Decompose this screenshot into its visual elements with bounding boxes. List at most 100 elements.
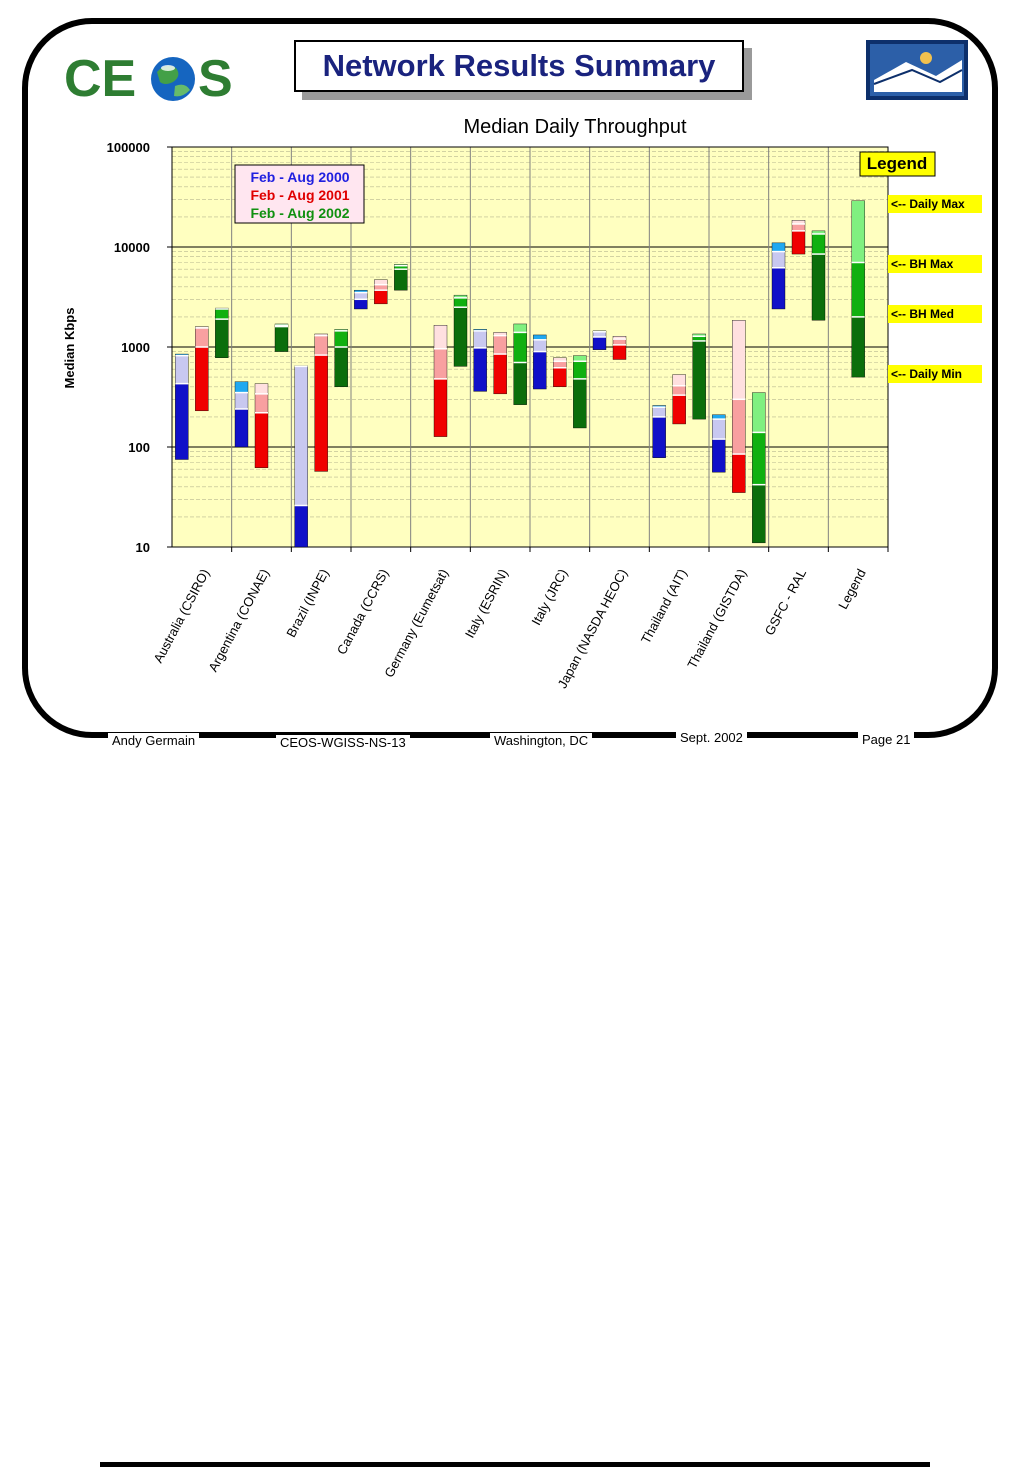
bar-segment-min-med — [752, 484, 766, 544]
bar-segment-med-bhmax — [672, 385, 686, 396]
bar-segment-bhmax-max — [752, 392, 766, 433]
series-legend-entry: Feb - Aug 2002 — [250, 205, 349, 221]
x-tick-label: Argentina (CONAE) — [205, 566, 272, 674]
bar-segment-med-bhmax — [851, 262, 865, 318]
bar-segment-med-bhmax — [592, 331, 607, 338]
bar-segment-bhmax-max — [672, 374, 686, 386]
bar-segment-min-med — [294, 505, 308, 548]
footer-rule — [100, 1462, 930, 1467]
bar-segment-min-med — [533, 351, 547, 390]
bar-segment-med-bhmax — [553, 361, 567, 368]
bar-segment-med-bhmax — [354, 292, 368, 300]
bar-segment-min-med — [712, 438, 726, 473]
footer-page: Page 21 — [858, 732, 915, 747]
bar-segment-min-med — [811, 253, 826, 321]
bar-segment-med-bhmax — [652, 407, 666, 418]
wgiss-badge-icon — [866, 40, 968, 100]
bar-segment-min-med — [692, 340, 706, 420]
y-axis-label: Median Kbps — [62, 308, 77, 389]
bar-segment-bhmax-max — [851, 200, 865, 263]
bar-segment-min-med — [592, 336, 607, 350]
footer-doc-id: CEOS-WGISS-NS-13 — [276, 735, 410, 750]
throughput-chart: Median Daily Throughput Median Kbps 10 10… — [62, 116, 982, 691]
legend-key-callout: <-- Daily Min — [891, 367, 962, 381]
legend-key-callout-box — [888, 305, 982, 323]
bar-segment-min-med — [652, 416, 666, 458]
bar-segment-med-bhmax — [294, 366, 308, 506]
ceos-logo: CE S — [64, 50, 233, 108]
bar-segment-min-med — [493, 353, 507, 395]
x-tick-label: Canada (CCRS) — [334, 566, 392, 657]
y-tick-label: 1000 — [121, 340, 150, 355]
bar-segment-med-bhmax — [771, 251, 786, 268]
bar-segment-min-med — [334, 346, 348, 387]
x-tick-label: Italy (JRC) — [528, 566, 570, 627]
x-tick-label: GSFC - RAL — [762, 566, 810, 637]
bar-segment-min-med — [851, 316, 865, 378]
bar-segment-med-bhmax — [374, 284, 388, 291]
bar-segment-med-bhmax — [513, 332, 527, 363]
chart-title: Median Daily Throughput — [463, 116, 687, 138]
bar-segment-med-bhmax — [234, 392, 249, 410]
bar-segment-bhmax-max — [573, 355, 587, 362]
bar-segment-med-bhmax — [314, 335, 328, 356]
bar-segment-min-med — [374, 289, 388, 305]
bar-segment-min-med — [453, 307, 468, 367]
bar-segment-med-bhmax — [334, 330, 348, 348]
bar-segment-min-med — [195, 346, 209, 412]
bar-segment-min-med — [473, 347, 487, 392]
bar-segment-med-bhmax — [493, 335, 507, 355]
bar-segment-min-med — [612, 344, 627, 360]
y-tick-label: 100000 — [107, 140, 150, 155]
legend-key-callout: <-- BH Max — [891, 257, 954, 271]
bar-segment-min-med — [215, 318, 229, 358]
bar-segment-min-med — [234, 408, 249, 448]
svg-text:S: S — [198, 50, 233, 108]
bar-segment-med-bhmax — [195, 327, 209, 348]
bar-segment-med-bhmax — [433, 348, 448, 380]
footer-author: Andy Germain — [108, 733, 200, 748]
legend-key-callout: <-- BH Med — [891, 307, 954, 321]
bar-segment-min-med — [553, 367, 567, 387]
x-tick-label: Australia (CSIRO) — [150, 566, 212, 665]
y-tick-label: 100 — [128, 440, 150, 455]
x-tick-label: Thailand (GISTDA) — [684, 566, 749, 671]
footer-location: Washington, DC — [490, 733, 593, 748]
x-tick-label: Legend — [835, 566, 869, 611]
bar-segment-bhmax-max — [732, 320, 746, 400]
legend-key-callout: <-- Daily Max — [891, 197, 965, 211]
bar-segment-min-med — [771, 267, 786, 310]
svg-text:CE: CE — [64, 50, 136, 108]
bar-segment-med-bhmax — [791, 223, 806, 232]
slide-title: Network Results Summary — [322, 48, 716, 83]
y-tick-label: 10 — [136, 540, 150, 555]
bar-segment-med-bhmax — [453, 297, 468, 308]
bar-segment-min-med — [513, 362, 527, 405]
bar-segment-med-bhmax — [811, 233, 826, 255]
bar-segment-med-bhmax — [752, 432, 766, 485]
bar-segment-min-med — [433, 378, 448, 437]
bar-segment-bhmax-max — [513, 323, 527, 333]
bar-segment-min-med — [354, 299, 368, 310]
bar-segment-min-med — [254, 412, 269, 468]
bar-segment-bhmax-max — [254, 383, 269, 395]
bar-segment-min-med — [573, 378, 587, 429]
x-tick-label: Japan (NASDA HEOC) — [554, 566, 630, 690]
bar-segment-bhmax-max — [234, 381, 249, 393]
bar-segment-med-bhmax — [712, 418, 726, 440]
legend-key-title: Legend — [867, 154, 927, 173]
x-tick-label: Italy (ESRIN) — [462, 566, 511, 640]
bar-segment-bhmax-max — [771, 242, 786, 252]
bar-segment-min-med — [791, 230, 806, 255]
legend-key-callout-box — [888, 255, 982, 273]
bar-segment-med-bhmax — [573, 361, 587, 380]
legend-key-callout-box — [888, 365, 982, 383]
bar-segment-bhmax-max — [433, 325, 448, 349]
x-tick-label: Thailand (AIT) — [638, 566, 690, 646]
bar-segment-med-bhmax — [175, 355, 189, 384]
y-tick-label: 10000 — [114, 240, 150, 255]
bar-segment-min-med — [175, 383, 189, 460]
series-legend-entry: Feb - Aug 2000 — [250, 169, 349, 185]
bar-segment-min-med — [274, 326, 289, 352]
bar-segment-med-bhmax — [533, 339, 547, 352]
